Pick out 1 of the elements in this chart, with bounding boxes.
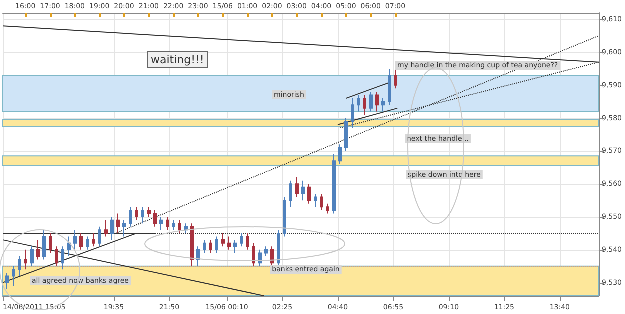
annotation: waiting!!!: [151, 54, 204, 66]
